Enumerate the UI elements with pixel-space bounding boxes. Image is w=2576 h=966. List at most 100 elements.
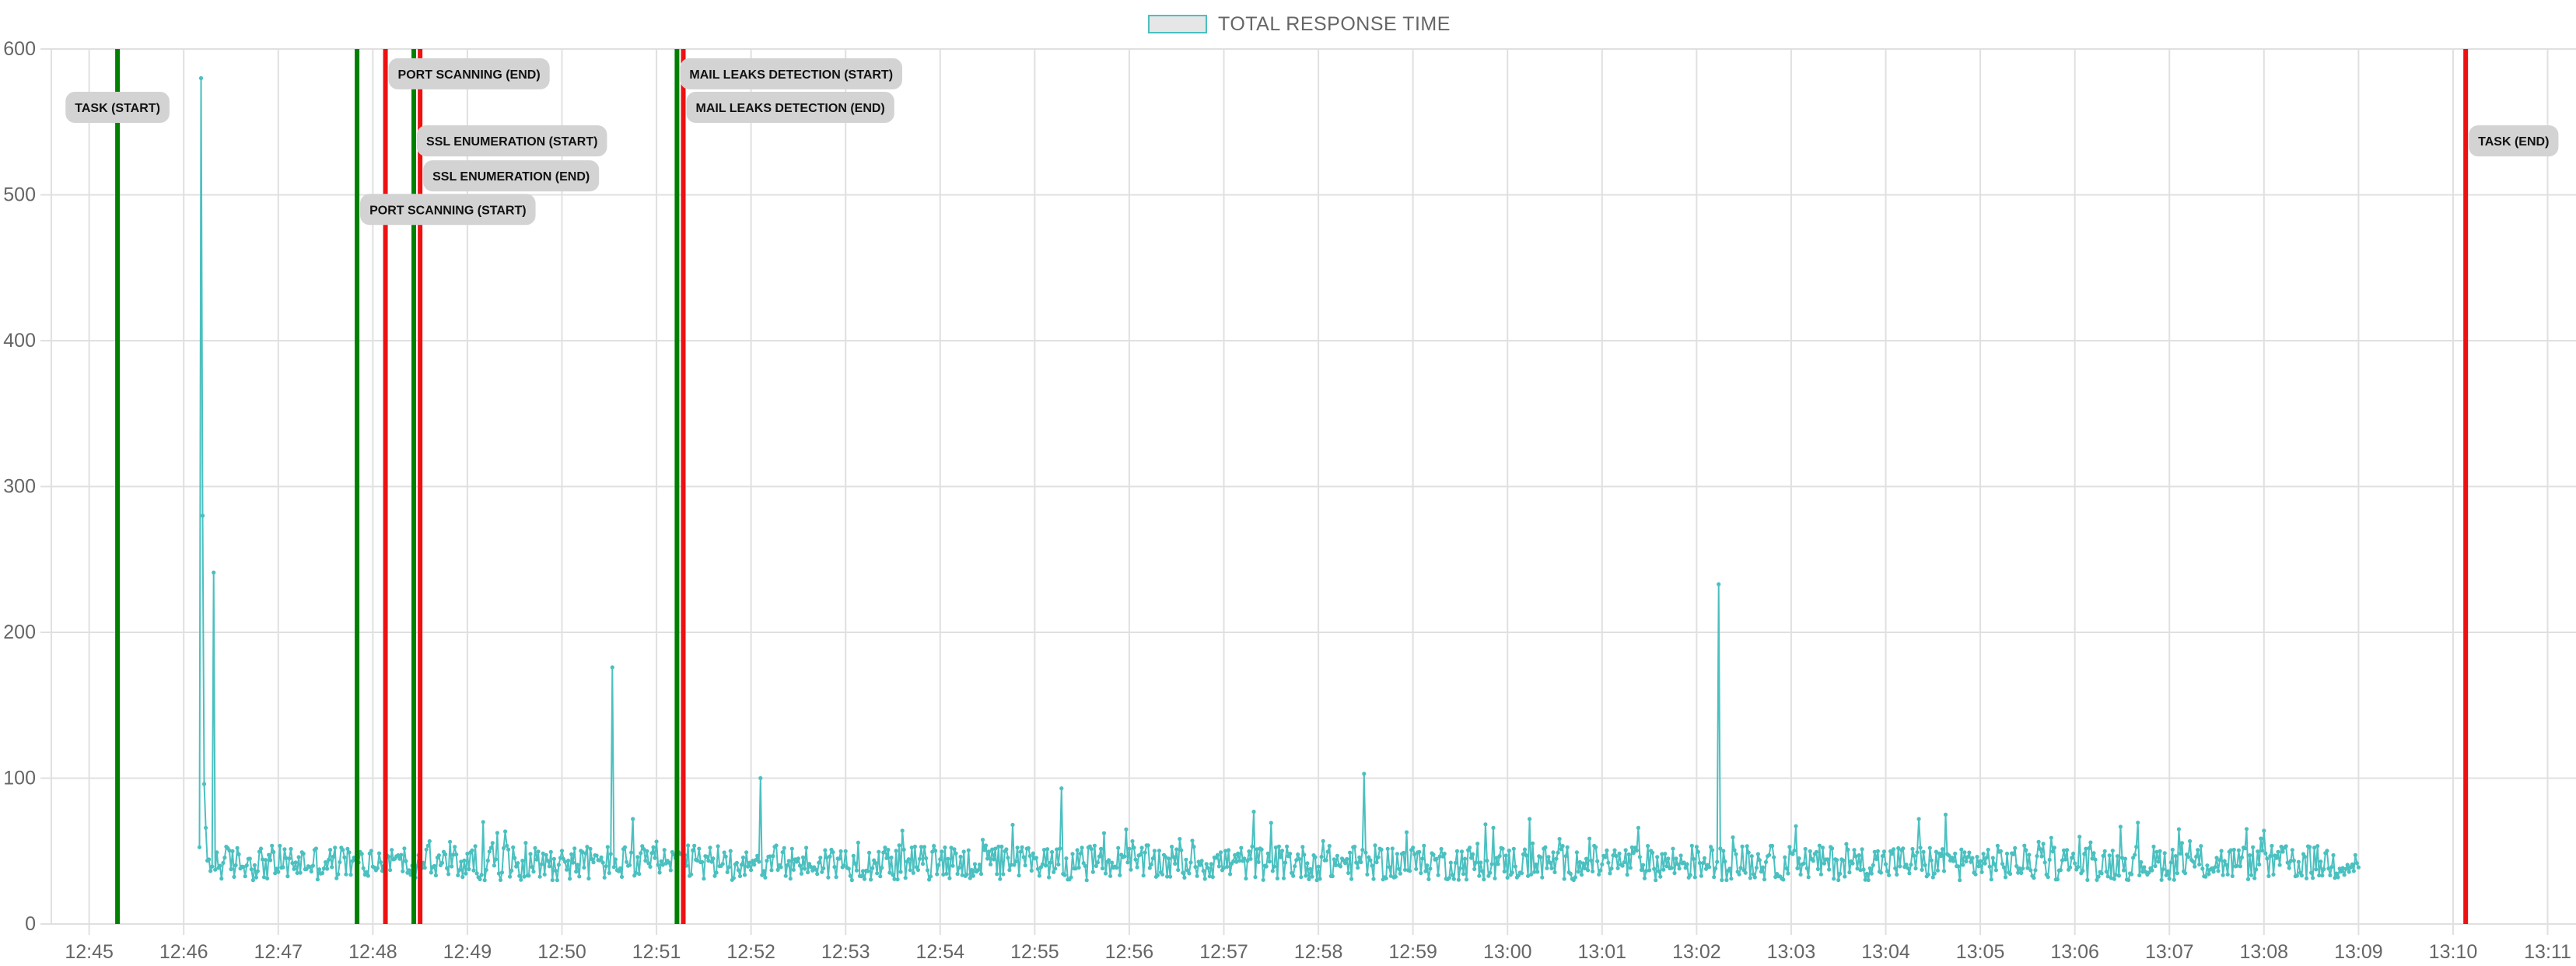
data-point <box>2194 854 2199 859</box>
data-point <box>1116 845 1121 850</box>
data-point <box>1691 856 1696 861</box>
data-point <box>456 873 460 877</box>
data-point <box>1631 851 1636 856</box>
data-point <box>1069 875 1073 880</box>
data-point <box>2118 824 2123 829</box>
data-point <box>930 849 935 854</box>
data-point <box>1896 845 1901 851</box>
data-point <box>1565 845 1570 849</box>
data-point <box>1018 849 1023 854</box>
data-point <box>1760 865 1766 870</box>
data-point <box>831 850 835 855</box>
data-point <box>1625 873 1629 877</box>
data-point <box>522 874 527 879</box>
data-point <box>298 870 303 875</box>
data-point <box>325 866 330 871</box>
data-point <box>1890 852 1895 856</box>
data-point <box>631 817 635 821</box>
data-point <box>427 838 432 844</box>
data-point <box>1318 877 1322 881</box>
data-point <box>1041 848 1047 852</box>
data-point <box>1496 862 1500 866</box>
data-point <box>1998 849 2003 853</box>
data-point <box>1786 871 1790 876</box>
data-point <box>1757 858 1762 863</box>
data-point <box>949 845 954 850</box>
data-point <box>1436 873 1440 877</box>
data-point <box>702 877 706 881</box>
data-point <box>198 75 204 81</box>
data-point <box>1540 875 1545 880</box>
data-point <box>1233 852 1237 857</box>
data-point <box>257 849 262 854</box>
annotation-label-text: MAIL LEAKS DETECTION (START) <box>689 68 893 82</box>
data-point <box>987 849 992 854</box>
data-point <box>1500 846 1505 851</box>
data-point <box>460 874 465 880</box>
data-point <box>2207 872 2211 877</box>
annotation-label-text: TASK (END) <box>2478 135 2549 149</box>
x-tick-label: 12:49 <box>443 941 492 963</box>
data-point <box>1190 838 1195 843</box>
data-point <box>2004 851 2010 856</box>
data-point <box>1259 847 1264 852</box>
data-point <box>1333 863 1338 867</box>
data-point <box>1402 867 1408 872</box>
data-point <box>1293 864 1297 869</box>
data-point <box>2294 873 2299 878</box>
data-point <box>2151 844 2156 849</box>
data-point <box>1808 849 1812 854</box>
data-point <box>810 868 815 873</box>
data-point <box>1330 873 1335 879</box>
data-point <box>2159 877 2164 882</box>
data-point <box>1408 869 1412 873</box>
annotation-label-bg <box>2469 125 2559 157</box>
data-point <box>1095 860 1100 865</box>
data-point <box>2115 854 2119 859</box>
data-point <box>723 854 728 859</box>
data-point <box>2336 875 2340 880</box>
data-point <box>806 870 810 875</box>
data-point <box>2252 876 2257 880</box>
x-tick-label: 13:09 <box>2334 941 2383 963</box>
data-point <box>1253 875 1258 880</box>
data-point <box>599 855 604 859</box>
data-point <box>550 877 555 883</box>
data-point <box>517 873 522 878</box>
x-tick-label: 12:55 <box>1010 941 1059 963</box>
data-point <box>2162 851 2167 856</box>
data-point <box>791 867 796 872</box>
data-point <box>1956 864 1961 869</box>
data-point <box>1459 849 1465 854</box>
data-point <box>1165 874 1170 879</box>
data-point <box>499 870 505 875</box>
annotations: TASK (START) PORT SCANNING (START) PORT SC… <box>65 49 2559 924</box>
data-point <box>539 862 544 866</box>
data-point <box>1228 872 1233 877</box>
data-point <box>492 863 497 868</box>
data-point <box>654 839 659 844</box>
data-point <box>1458 866 1462 870</box>
data-point <box>1594 845 1598 849</box>
data-point <box>1589 858 1594 863</box>
data-point <box>1749 854 1754 859</box>
data-point <box>1973 872 1978 877</box>
data-point <box>1524 853 1529 858</box>
data-point <box>422 866 427 870</box>
data-point <box>1546 855 1551 859</box>
data-point <box>1852 848 1857 852</box>
data-point <box>1915 850 1920 855</box>
data-point <box>331 854 336 859</box>
data-point <box>709 859 714 864</box>
data-point <box>1325 849 1330 854</box>
chart-legend[interactable]: TOTAL RESPONSE TIME <box>1148 12 1451 36</box>
data-point <box>2210 866 2214 870</box>
data-point <box>2035 854 2039 859</box>
data-point <box>659 859 663 864</box>
data-point <box>265 876 270 880</box>
data-point <box>1559 847 1563 852</box>
data-point <box>944 871 949 876</box>
data-point <box>1909 863 1913 867</box>
data-point <box>972 862 977 866</box>
data-point <box>1521 852 1526 857</box>
